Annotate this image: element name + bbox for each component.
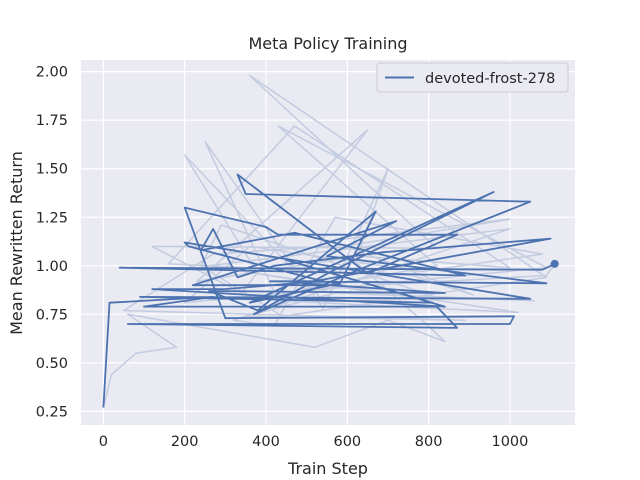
x-tick-label: 0 <box>99 434 108 450</box>
x-tick-label: 800 <box>415 434 443 450</box>
y-tick-label: 0.75 <box>36 307 68 323</box>
x-tick-label: 400 <box>252 434 280 450</box>
y-tick-label: 0.25 <box>36 404 68 420</box>
y-tick-label: 2.00 <box>36 65 68 81</box>
y-tick-label: 1.00 <box>36 259 68 275</box>
y-tick-label: 1.50 <box>36 162 68 178</box>
legend-box <box>376 62 569 93</box>
smoothed-series-layer <box>102 173 559 408</box>
legend-label: devoted-frost-278 <box>425 71 555 87</box>
tick-labels: 0 200 400 600 800 1000 0.25 0.50 0.75 1.00 1.25 1.5… <box>36 65 529 450</box>
y-tick-label: 1.25 <box>36 210 68 226</box>
series-line <box>102 173 556 408</box>
y-tick-label: 1.75 <box>36 113 68 129</box>
x-tick-label: 200 <box>171 434 199 450</box>
x-axis-label: Train Step <box>287 459 368 478</box>
x-tick-label: 1000 <box>491 434 528 450</box>
series-endpoint-marker <box>550 259 559 268</box>
chart-title: Meta Policy Training <box>248 34 407 53</box>
x-tick-label: 600 <box>333 434 361 450</box>
y-axis-label: Mean Rewritten Return <box>7 151 26 335</box>
y-tick-label: 0.50 <box>36 356 68 372</box>
legend: devoted-frost-278 <box>376 62 569 93</box>
